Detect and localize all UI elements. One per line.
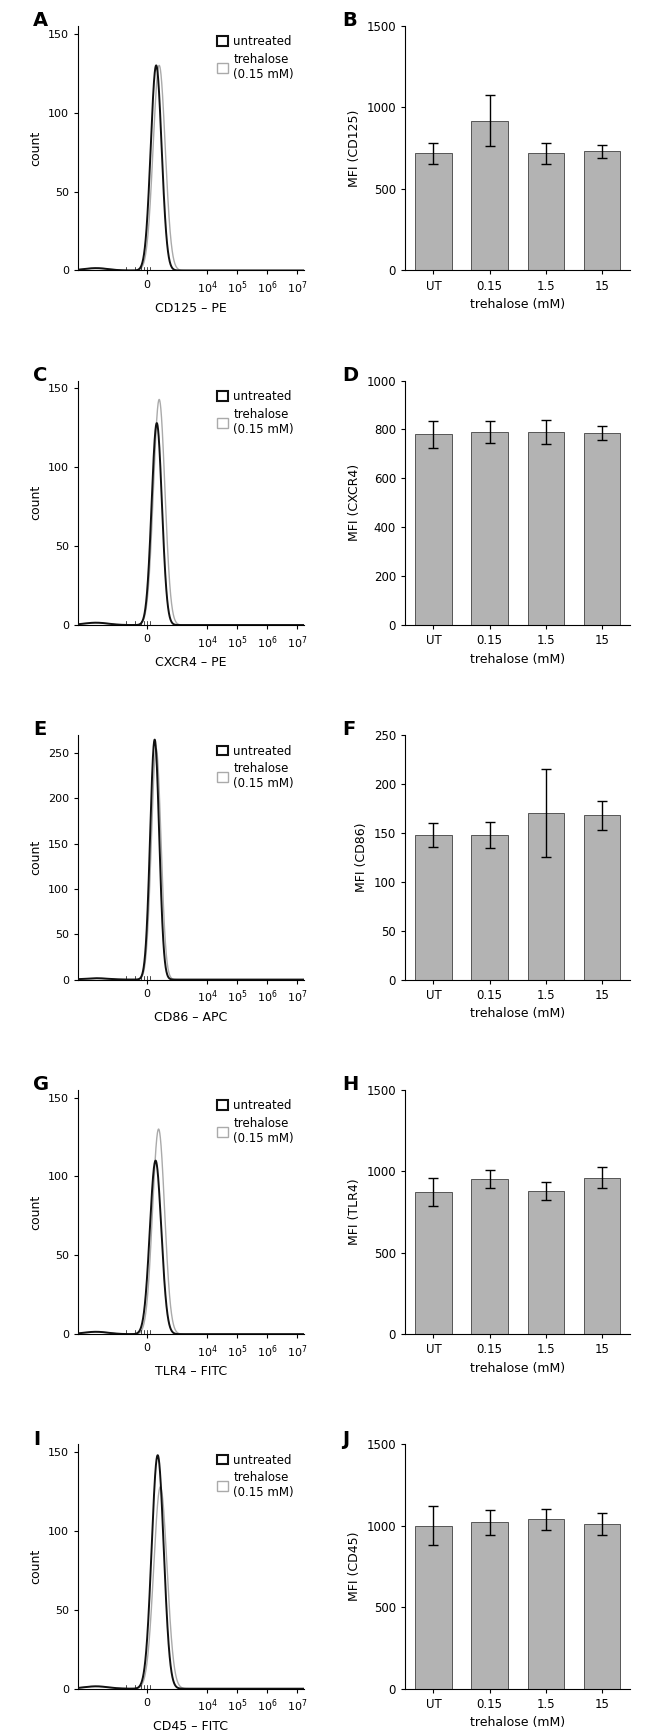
Bar [528, 1519, 564, 1689]
Y-axis label: count: count [29, 485, 42, 520]
X-axis label: CXCR4 – PE: CXCR4 – PE [155, 656, 226, 669]
X-axis label: trehalose (mM): trehalose (mM) [470, 1008, 566, 1020]
Y-axis label: MFI (CD86): MFI (CD86) [355, 823, 368, 892]
Bar [415, 1192, 452, 1334]
Text: J: J [342, 1429, 349, 1448]
Y-axis label: MFI (CXCR4): MFI (CXCR4) [348, 464, 361, 542]
Bar [415, 435, 452, 625]
Y-axis label: count: count [29, 840, 42, 875]
X-axis label: trehalose (mM): trehalose (mM) [470, 653, 566, 665]
Y-axis label: count: count [29, 130, 42, 166]
Legend: untreated, trehalose
(0.15 mM): untreated, trehalose (0.15 mM) [213, 386, 298, 440]
Text: H: H [342, 1076, 358, 1095]
Text: B: B [342, 12, 357, 29]
Bar [584, 151, 620, 270]
Text: I: I [33, 1429, 40, 1448]
Bar [471, 1522, 508, 1689]
Bar [415, 152, 452, 270]
Text: C: C [33, 365, 47, 385]
X-axis label: CD45 – FITC: CD45 – FITC [153, 1720, 228, 1732]
Legend: untreated, trehalose
(0.15 mM): untreated, trehalose (0.15 mM) [213, 1450, 298, 1503]
Y-axis label: count: count [29, 1195, 42, 1230]
X-axis label: CD86 – APC: CD86 – APC [154, 1011, 227, 1024]
X-axis label: trehalose (mM): trehalose (mM) [470, 298, 566, 312]
Text: D: D [342, 365, 358, 385]
X-axis label: trehalose (mM): trehalose (mM) [470, 1361, 566, 1375]
Bar [471, 121, 508, 270]
Bar [528, 1190, 564, 1334]
Bar [528, 814, 564, 980]
Bar [584, 1178, 620, 1334]
Bar [471, 1179, 508, 1334]
Y-axis label: count: count [29, 1548, 42, 1585]
Bar [415, 1526, 452, 1689]
Legend: untreated, trehalose
(0.15 mM): untreated, trehalose (0.15 mM) [213, 1096, 298, 1148]
Bar [415, 835, 452, 980]
Legend: untreated, trehalose
(0.15 mM): untreated, trehalose (0.15 mM) [213, 31, 298, 85]
Text: A: A [33, 12, 48, 29]
Bar [471, 431, 508, 625]
Text: G: G [33, 1076, 49, 1095]
X-axis label: TLR4 – FITC: TLR4 – FITC [155, 1365, 227, 1379]
Bar [528, 152, 564, 270]
Y-axis label: MFI (CD125): MFI (CD125) [348, 109, 361, 187]
Bar [584, 816, 620, 980]
Y-axis label: MFI (TLR4): MFI (TLR4) [348, 1178, 361, 1245]
Legend: untreated, trehalose
(0.15 mM): untreated, trehalose (0.15 mM) [213, 741, 298, 793]
Bar [528, 431, 564, 625]
X-axis label: CD125 – PE: CD125 – PE [155, 301, 227, 315]
Bar [584, 1524, 620, 1689]
Y-axis label: MFI (CD45): MFI (CD45) [348, 1531, 361, 1600]
Text: F: F [342, 721, 355, 740]
Bar [471, 835, 508, 980]
Bar [584, 433, 620, 625]
X-axis label: trehalose (mM): trehalose (mM) [470, 1716, 566, 1729]
Text: E: E [33, 721, 46, 740]
